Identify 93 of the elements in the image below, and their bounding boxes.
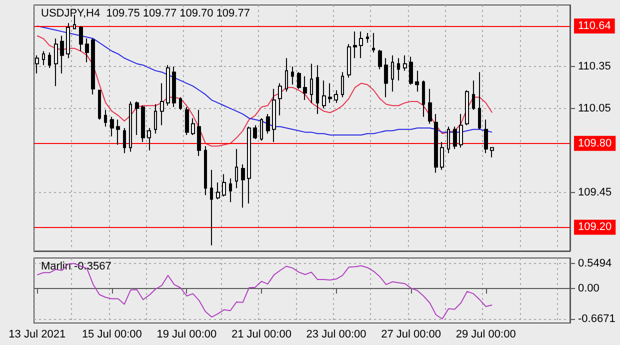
y-tick-label: 0.00 [578, 282, 600, 295]
candlestick [166, 64, 170, 106]
x-tick-label: 19 Jul 00:00 [156, 328, 217, 340]
x-tick-label: 13 Jul 2021 [8, 328, 66, 340]
candlestick [310, 63, 313, 104]
candlestick [285, 58, 288, 92]
candlestick [247, 126, 251, 204]
candlestick [434, 114, 438, 174]
candlestick [48, 52, 51, 68]
line-series [36, 262, 493, 320]
candlestick [341, 72, 344, 98]
candlestick [116, 119, 120, 146]
candlestick [291, 66, 294, 86]
candlestick [328, 82, 332, 104]
candlestick [135, 100, 139, 136]
candlestick [154, 104, 157, 134]
candlestick [391, 54, 394, 92]
candlestick [472, 80, 475, 110]
candlestick [422, 80, 425, 118]
x-tick-label: 27 Jul 00:00 [381, 328, 442, 340]
candlestick [266, 114, 270, 134]
candlestick [316, 64, 319, 115]
candlestick [123, 128, 126, 154]
candlestick [303, 76, 307, 101]
candlestick [197, 109, 201, 156]
candlestick [272, 88, 276, 142]
y-tick-label: -0.6671 [578, 313, 616, 326]
candlestick [490, 147, 494, 158]
y-tick-label: 0.5494 [578, 258, 612, 270]
candlestick [484, 119, 488, 154]
candlestick [366, 32, 369, 44]
candlestick [66, 22, 70, 59]
candlestick [403, 54, 407, 72]
candlestick [465, 90, 469, 126]
candlestick [260, 118, 263, 142]
candlestick [54, 38, 58, 87]
x-tick-label: 29 Jul 00:00 [456, 328, 516, 340]
candlestick [428, 88, 432, 124]
candlestick [172, 66, 176, 108]
candlestick [129, 100, 132, 152]
x-tick-label: 21 Jul 00:00 [232, 328, 292, 340]
ref-line-label: 109.20 [578, 221, 612, 234]
candlestick [235, 148, 238, 189]
candlestick [297, 72, 301, 90]
line-series [36, 25, 493, 136]
candlestick [79, 25, 83, 52]
candlestick [334, 90, 338, 104]
candlestick [222, 174, 226, 197]
candlestick [347, 44, 351, 78]
x-tick-label: 15 Jul 00:00 [82, 328, 142, 340]
candlestick [110, 116, 114, 137]
candlestick [397, 58, 400, 81]
y-tick-label: 110.35 [578, 60, 611, 72]
candlestick [453, 126, 457, 150]
y-tick-label: 110.05 [578, 102, 611, 114]
candlestick [447, 126, 450, 154]
ref-line-label: 110.64 [578, 20, 611, 32]
candlestick [372, 32, 375, 54]
candlestick [42, 50, 45, 66]
candlestick [85, 38, 89, 63]
candlestick [253, 124, 257, 140]
candlestick [91, 38, 95, 95]
candlestick [278, 82, 282, 116]
line-series [36, 35, 493, 147]
ref-line-label: 109.80 [578, 137, 612, 150]
candlestick [378, 49, 382, 70]
candlestick [359, 31, 363, 59]
candlestick [210, 169, 213, 246]
candlestick [160, 82, 164, 126]
candlestick [229, 178, 232, 203]
x-tick-label: 23 Jul 00:00 [306, 328, 366, 340]
candlestick [415, 70, 419, 92]
candlestick [179, 96, 182, 110]
candlestick [147, 128, 151, 151]
candlestick [60, 35, 64, 74]
candlestick [440, 141, 444, 170]
candlestick [478, 72, 481, 130]
candlestick [141, 105, 145, 142]
candlestick [185, 106, 189, 136]
candlestick [35, 54, 39, 74]
candlestick [191, 118, 195, 136]
candlestick [459, 114, 463, 148]
candlestick [241, 164, 245, 208]
candlestick [98, 90, 101, 120]
candlestick [384, 58, 388, 98]
candlestick [353, 31, 357, 59]
candlestick [409, 56, 413, 86]
candlestick [322, 80, 326, 109]
candlestick [216, 182, 220, 200]
candlestick [204, 146, 207, 196]
chart-title: USDJPY,H4 109.75 109.77 109.70 109.77 [41, 8, 250, 20]
candlestick [104, 109, 107, 128]
y-tick-label: 109.45 [578, 186, 612, 198]
